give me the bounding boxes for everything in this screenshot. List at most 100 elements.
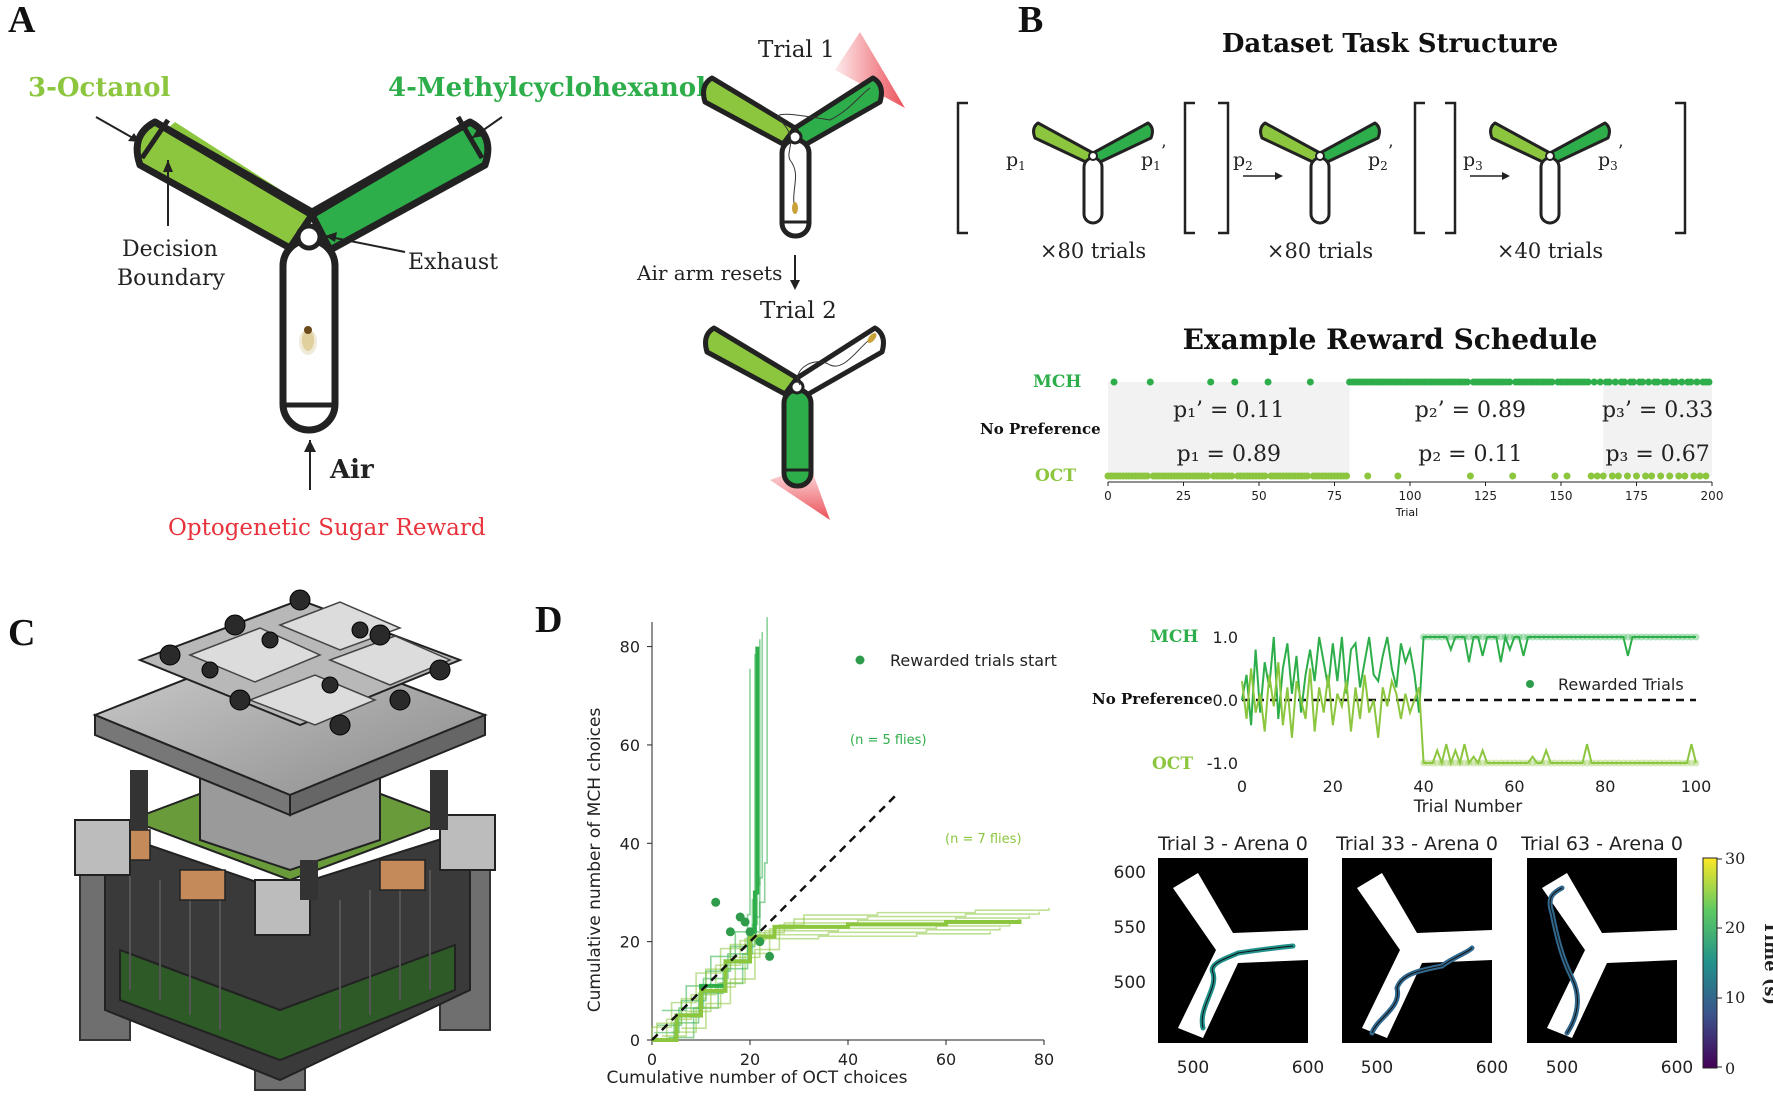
mch-rewarded-marker <box>1483 633 1491 641</box>
mch-rewarded-marker <box>1678 633 1686 641</box>
oct-reward-dot <box>1303 472 1311 480</box>
oct-reward-dot <box>1587 472 1595 480</box>
mch-reward-dot <box>1605 378 1613 386</box>
preference-plot-area: 1.0 0.0 -1.0 0 20 40 60 80 100 <box>1207 628 1711 796</box>
oct-rewarded-marker <box>1579 759 1586 767</box>
cum-xtick-label: 60 <box>936 1050 956 1069</box>
reward-schedule-plot: 0 25 50 75 100 125 150 175 200 p₁’ = 0.11 p₁ = 0.8… <box>1104 378 1723 503</box>
schedule-xlabel: Trial <box>1395 506 1418 519</box>
mini-maze-right-arm <box>1091 121 1154 165</box>
mch-rewarded-marker <box>1510 633 1518 641</box>
mch-rewarded-marker <box>1538 633 1546 641</box>
pref-ylabel-mch: MCH <box>1150 627 1198 647</box>
cumulative-legend-text: Rewarded trials start <box>890 651 1057 670</box>
block-prob-bottom: p₂ = 0.11 <box>1418 442 1522 467</box>
oct-rewarded-marker <box>1429 759 1437 767</box>
mch-mean-trace <box>652 646 760 1042</box>
oct-rewarded-marker <box>1483 759 1491 767</box>
oct-reward-dot <box>1466 472 1474 480</box>
bracket-right <box>1445 101 1457 235</box>
block-left-prob: p1 <box>1006 149 1026 173</box>
cum-ytick-label: 20 <box>620 933 640 952</box>
mini-maze-left-arm <box>1259 121 1322 165</box>
oct-rewarded-marker <box>1565 759 1573 767</box>
mch-rewarded-marker <box>1560 633 1568 641</box>
trajectory-title: Trial 33 - Arena 0 <box>1335 833 1498 855</box>
oct-rewarded-marker <box>1628 759 1636 767</box>
oct-rewarded-marker <box>1638 759 1646 767</box>
y-maze-trial2 <box>703 325 886 489</box>
oct-rewarded-marker <box>1479 759 1487 767</box>
mch-rewarded-marker <box>1479 633 1487 641</box>
mch-reward-dot <box>1663 378 1671 386</box>
mch-rewarded-marker <box>1542 633 1550 641</box>
pref-xtick-label: 20 <box>1323 777 1343 796</box>
mch-rewarded-marker <box>1624 633 1632 641</box>
mch-rewarded-marker <box>1565 633 1573 641</box>
cumulative-ylabel: Cumulative number of MCH choices <box>585 708 605 1013</box>
oct-reward-dot <box>1204 472 1212 480</box>
cum-xtick-label: 20 <box>740 1050 760 1069</box>
decision-boundary-label: Decision Boundary <box>117 237 225 291</box>
cum-ytick-label: 80 <box>620 638 640 657</box>
block-trial-count: ×80 trials <box>1267 239 1373 263</box>
reward-label: Optogenetic Sugar Reward <box>168 515 486 541</box>
mini-maze-air-arm <box>1309 156 1331 225</box>
mch-rewarded-marker <box>1633 633 1641 641</box>
oct-rewarded-marker <box>1519 759 1527 767</box>
trajectory-xtick-label: 600 <box>1661 1058 1693 1078</box>
mch-rewarded-marker <box>1447 633 1455 641</box>
mch-rewarded-marker <box>1642 633 1650 641</box>
oct-rewarded-marker <box>1451 759 1459 767</box>
mch-rewarded-marker <box>1460 633 1468 641</box>
y-maze-trial1 <box>701 75 884 239</box>
arena-shape <box>1357 873 1492 1038</box>
mini-maze-left-arm <box>1489 121 1552 165</box>
mch-fly-trace <box>652 653 756 1041</box>
oct-rewarded-marker <box>1583 759 1591 767</box>
oct-reward-dot <box>1343 472 1351 480</box>
oct-rewarded-marker <box>1669 759 1677 767</box>
mch-rewarded-marker <box>1451 633 1459 641</box>
oct-rewarded-marker <box>1624 759 1632 767</box>
rewarded-start-point <box>725 927 735 937</box>
oct-mean-trace <box>652 919 1022 1042</box>
oct-reward-dot <box>1702 472 1710 480</box>
mch-rewarded-marker <box>1456 633 1464 641</box>
rewarded-start-point <box>711 897 721 907</box>
cum-xtick-label: 80 <box>1034 1050 1054 1069</box>
colorbar-tick-30: 30 <box>1725 849 1745 868</box>
mch-reward-dot <box>1207 378 1215 386</box>
schedule-mch-label: MCH <box>1033 372 1081 392</box>
mch-rewarded-marker <box>1547 633 1555 641</box>
cumulative-xlabel: Cumulative number of OCT choices <box>607 1068 908 1088</box>
mch-rewarded-marker <box>1583 633 1591 641</box>
odor-right-label: 4-Methylcyclohexanol <box>388 73 706 103</box>
oct-rewarded-marker <box>1420 759 1428 767</box>
panel-label-c: C <box>8 612 35 654</box>
fly-trajectory-line <box>1201 945 1294 1029</box>
trajectory-title: Trial 63 - Arena 0 <box>1520 833 1683 855</box>
task-block-2: p2 p2’ ×80 trials <box>1183 101 1457 263</box>
oct-fly-trace <box>652 923 1011 1041</box>
mch-rewarded-marker <box>1656 633 1664 641</box>
oct-reward-dot <box>1261 472 1269 480</box>
pref-ytick-label: 0.0 <box>1213 691 1238 710</box>
trajectory-ytick-label: 600 <box>1114 863 1146 883</box>
mch-rewarded-marker <box>1619 633 1627 641</box>
oct-reward-dot <box>1593 472 1601 480</box>
exhaust-label: Exhaust <box>408 250 498 275</box>
pref-xtick-label: 80 <box>1595 777 1615 796</box>
mch-reward-dot <box>1672 378 1680 386</box>
oct-reward-dot <box>1690 472 1698 480</box>
panel-c-apparatus-illustration <box>74 589 496 1091</box>
oct-rewarded-marker <box>1492 759 1500 767</box>
rewarded-start-point <box>755 937 765 947</box>
oct-rewarded-marker <box>1442 759 1450 767</box>
oct-rewarded-marker <box>1542 759 1550 767</box>
panel-d-preference-plot: MCH No Preference OCT 1.0 0.0 -1.0 0 20 40 60 8… <box>1092 627 1711 817</box>
schedule-title: Example Reward Schedule <box>1183 323 1598 356</box>
oct-rewarded-marker <box>1488 759 1496 767</box>
oct-rewarded-marker <box>1515 759 1523 767</box>
